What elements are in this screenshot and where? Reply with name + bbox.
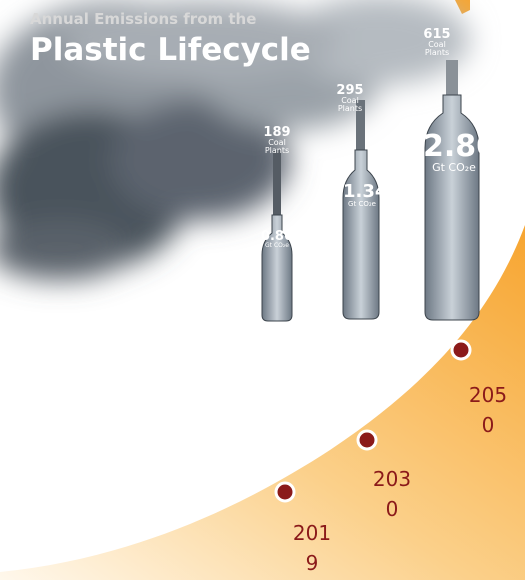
title-line: Annual Emissions from the — [30, 10, 256, 28]
orange-corner — [455, 0, 470, 14]
plants-word: Plants — [330, 105, 370, 113]
year-label: 2030 — [372, 464, 412, 524]
year-label: 2050 — [468, 380, 508, 440]
smoke-stream — [446, 60, 458, 100]
smoke-stream — [273, 150, 281, 215]
background — [0, 0, 525, 580]
title: Plastic Lifecycle — [30, 32, 311, 68]
emission-unit: Gt CO₂e — [423, 162, 485, 173]
bottle — [343, 150, 379, 319]
year-label: 2019 — [292, 518, 332, 578]
timeline-dot — [276, 483, 294, 501]
emission-value: 2.80 — [423, 129, 497, 164]
plants-word: Plants — [257, 147, 297, 155]
timeline-dot — [358, 431, 376, 449]
emission-value: 1.34 — [343, 181, 387, 202]
page: Annual Emissions from the Plastic Lifecy… — [0, 0, 525, 580]
emission-unit: Gt CO₂e — [260, 243, 294, 249]
emission-unit: Gt CO₂e — [343, 201, 381, 208]
plants-word: Plants — [417, 49, 457, 57]
timeline-dot — [452, 341, 470, 359]
